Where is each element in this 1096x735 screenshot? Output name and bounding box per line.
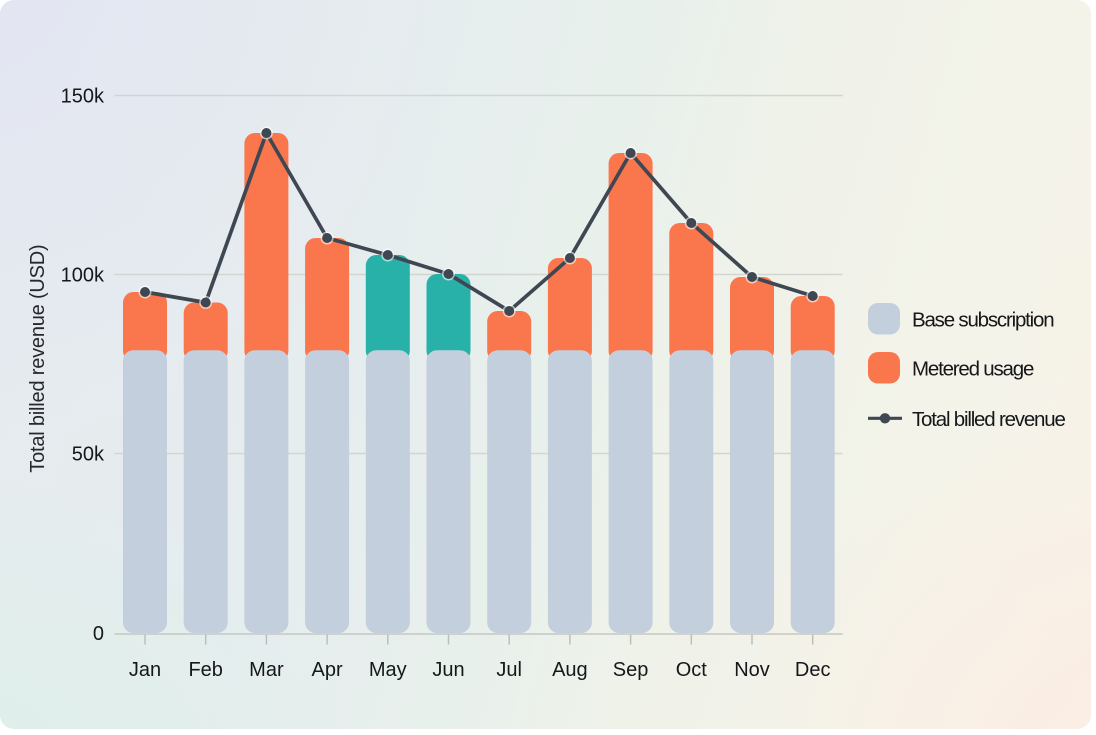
svg-text:Oct: Oct: [676, 659, 708, 681]
svg-text:100k: 100k: [61, 265, 105, 287]
svg-text:Apr: Apr: [312, 659, 343, 681]
svg-text:May: May: [369, 659, 407, 681]
svg-text:50k: 50k: [72, 444, 105, 466]
svg-text:0: 0: [93, 623, 104, 645]
svg-text:Metered usage: Metered usage: [912, 358, 1034, 381]
svg-text:Dec: Dec: [795, 659, 831, 681]
svg-text:Base subscription: Base subscription: [912, 309, 1054, 332]
svg-text:Jul: Jul: [496, 659, 522, 681]
svg-text:Jun: Jun: [432, 659, 464, 681]
svg-text:Total billed revenue (USD): Total billed revenue (USD): [27, 244, 49, 472]
svg-text:Nov: Nov: [734, 659, 770, 681]
svg-text:Mar: Mar: [249, 659, 284, 681]
svg-text:Sep: Sep: [613, 659, 649, 681]
svg-text:150k: 150k: [61, 86, 105, 108]
svg-text:Total billed revenue: Total billed revenue: [912, 408, 1065, 431]
svg-text:Jan: Jan: [129, 659, 161, 681]
svg-text:Aug: Aug: [552, 659, 588, 681]
svg-text:Feb: Feb: [188, 659, 222, 681]
